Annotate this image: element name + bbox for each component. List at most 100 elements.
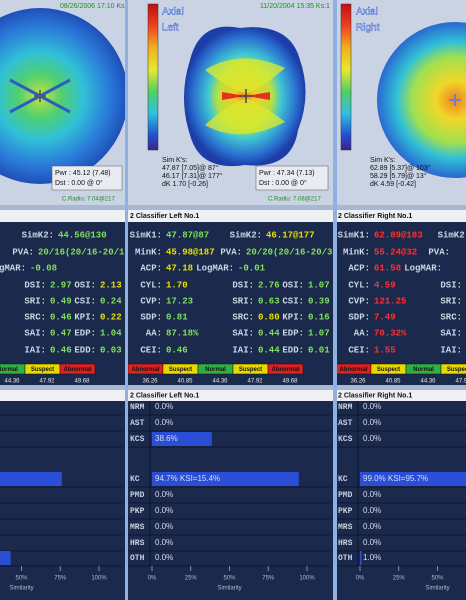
column-content: 2 Classifier Right No.1 SimK1: 62.89@103 Si… [337,210,466,600]
map-side: Left [162,23,179,34]
index-label: EDP: [74,328,96,338]
x-tick-label: 0% [356,576,365,582]
value-label: 0.0% [363,522,381,531]
left-map: 08/26/2006 17:10 Ks:1 Pwr : 45.12 (7.48)… [0,3,125,203]
x-tick-label: 25% [185,576,198,582]
index-label: PVA: [12,247,34,257]
severity-band [59,363,96,375]
severity-label: Suspect [377,367,400,373]
category-label: OTH [130,554,145,563]
index-value: 17.23 [166,296,193,306]
index-value: 0.44 [258,328,280,338]
sim-ks: Sim K's: [162,157,188,164]
sim-ks: 58.29 [5.79]@ 13° [370,172,427,180]
category-label: PKP [130,507,145,516]
severity-bound: 44.36 [4,379,20,385]
index-label: CSI: [74,296,96,306]
value-label: 1.0% [363,553,381,562]
severity-bound: 40.85 [177,379,193,385]
index-value: 55.24@32 [374,247,417,257]
index-value: 0.44 [258,345,280,355]
map-info: Dst : 0.00 @ 0° [55,179,103,187]
panel-title: 2 Classifier Right No.1 [338,213,412,220]
sim-ks: Sim K's: [370,157,396,164]
index-value: -0.08 [30,263,57,273]
index-label: SAI: [232,328,254,338]
index-value: 47.18 [166,263,193,273]
index-label: SimK1: [338,230,370,240]
category-label: OTH [338,554,353,563]
category-label: MRS [338,523,353,532]
crosshair [449,94,461,106]
category-label: NRM [130,403,145,412]
index-value: 1.70 [166,280,188,290]
index-label: SimK1: [130,230,162,240]
value-label: 0.0% [155,506,173,515]
index-label: ACP: [348,263,370,273]
index-label: KPI: [74,312,96,322]
map-side: Right [356,23,380,34]
x-tick-label: 100% [91,576,107,582]
severity-bound: 36.26 [142,379,158,385]
topography-map [0,8,125,184]
middle-column: 2 Classifier Left No.1 SimK1: 47.87@87 SimK… [128,210,333,600]
x-tick-label: 100% [299,576,315,582]
index-value: 61.58 [374,263,401,273]
index-label: DSI: [440,280,462,290]
value-label: 0.0% [363,418,381,427]
index-label: LogMAR: [0,263,26,273]
index-value: 0.46 [50,345,72,355]
index-label: CVP: [140,296,162,306]
index-value: 2.76 [258,280,280,290]
indices-panel [0,222,125,385]
bar [360,472,466,486]
index-value: 70.32% [374,328,407,338]
value-label: 0.0% [155,522,173,531]
row-separator [0,205,466,210]
value-label: 38.6% [155,434,178,443]
index-label: SRI: [232,296,254,306]
index-label: LogMAR: [196,263,234,273]
index-label: OSI: [282,280,304,290]
index-value: 7.49 [374,312,396,322]
middle-map: Axial Left 11/20/2004 15:35 Ks:1 Sim K's… [147,3,330,203]
map-footer: C.Radiu: 7.04@217 [62,197,115,203]
map-info: Pwr : 47.34 (7.13) [259,170,315,177]
index-label: EDD: [74,345,96,355]
index-value: 46.17@177 [266,230,315,240]
index-label: AA: [146,328,162,338]
info-box [51,165,123,191]
index-label: AA: [354,328,370,338]
right-column: 2 Classifier Right No.1 SimK1: 62.89@103 Si… [337,210,466,600]
map-lobe [205,58,285,94]
x-axis-label: Similarity [217,586,241,592]
sim-ks: 46.17 [7.31]@ 177° [162,172,223,180]
severity-bound: 47.92 [247,379,263,385]
map-info: Dst : 0.00 @ 0° [259,179,307,187]
indices-panel [128,222,333,385]
x-axis-label: Similarity [9,586,33,592]
column-content: SimK2: 44.56@130 PVA: 20/16(20/16-20/12) Log… [0,210,125,600]
info-box [255,165,329,191]
topography-map [377,22,466,178]
index-label: SimK2: [230,230,262,240]
index-value: 0.47 [50,328,72,338]
sim-ks: 62.89 [5.37]@ 103° [370,164,431,172]
severity-bound: 44.36 [212,379,228,385]
severity-label: Abnormal [339,367,367,373]
index-label: OSI: [74,280,96,290]
index-value: 0.49 [50,296,72,306]
category-label: PMD [338,491,353,500]
index-value: -0.01 [238,263,266,273]
severity-label: Normal [205,367,226,373]
index-label: IAI: [232,345,254,355]
index-value: 0.63 [258,296,280,306]
index-label: SAI: [440,328,462,338]
category-label: KCS [130,435,145,444]
severity-bound: 44.36 [420,379,436,385]
index-value: 1.04 [100,328,122,338]
panel-title: 2 Classifier Left No.1 [130,213,199,220]
